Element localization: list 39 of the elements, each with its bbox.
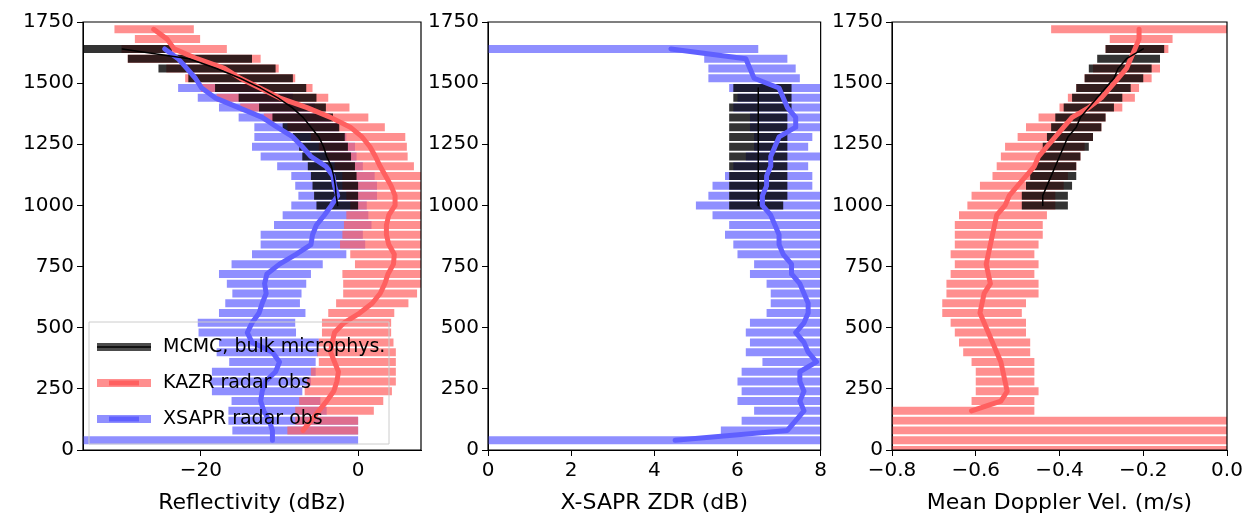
y-tick-label: 750: [440, 252, 479, 277]
y-tick-label: 1000: [428, 191, 479, 216]
y-tick-label: 1500: [428, 69, 479, 94]
x-tick-label: 0: [481, 457, 495, 482]
x-tick-label: 2: [564, 457, 578, 482]
x-tick-label: 0.0: [1211, 457, 1243, 482]
y-tick-label: 1500: [832, 69, 883, 94]
y-tick-label: 1750: [428, 8, 479, 33]
x-tick-label: −0.4: [1035, 457, 1084, 482]
y-tick-label: 250: [844, 375, 883, 400]
x-axis-title: Reflectivity (dBz): [158, 488, 346, 514]
y-tick-label: 1750: [23, 8, 74, 33]
x-tick-label: 4: [647, 457, 661, 482]
y-tick-label: 0: [61, 436, 74, 461]
x-tick-label: −0.6: [951, 457, 1001, 482]
x-tick-label: −20: [179, 457, 223, 482]
x-tick-label: 6: [731, 457, 744, 482]
y-tick-label: 250: [440, 375, 479, 400]
y-tick-label: 500: [844, 313, 883, 338]
y-tick-label: 1500: [23, 69, 74, 94]
y-tick-label: 500: [440, 313, 479, 338]
x-axis-title: Mean Doppler Vel. (m/s): [926, 488, 1193, 514]
x-tick-label: 8: [814, 457, 827, 482]
legend-label: MCMC, bulk microphys.: [163, 333, 386, 356]
y-tick-label: 1750: [832, 8, 883, 33]
y-tick-label: 1000: [23, 191, 74, 216]
y-tick-label: 1000: [832, 191, 883, 216]
y-tick-label: 750: [844, 252, 883, 277]
legend-label: KAZR radar obs: [163, 369, 311, 392]
x-tick-label: 0: [351, 457, 365, 482]
y-tick-label: 250: [35, 375, 74, 400]
x-axis-title: X-SAPR ZDR (dB): [560, 488, 749, 514]
y-tick-label: 1250: [428, 130, 479, 155]
y-tick-label: 750: [35, 252, 74, 277]
y-tick-label: 1250: [832, 130, 883, 155]
x-tick-label: −0.2: [1118, 457, 1168, 482]
y-tick-label: 1250: [23, 130, 74, 155]
y-tick-label: 500: [35, 313, 74, 338]
y-tick-label: 0: [466, 436, 479, 461]
